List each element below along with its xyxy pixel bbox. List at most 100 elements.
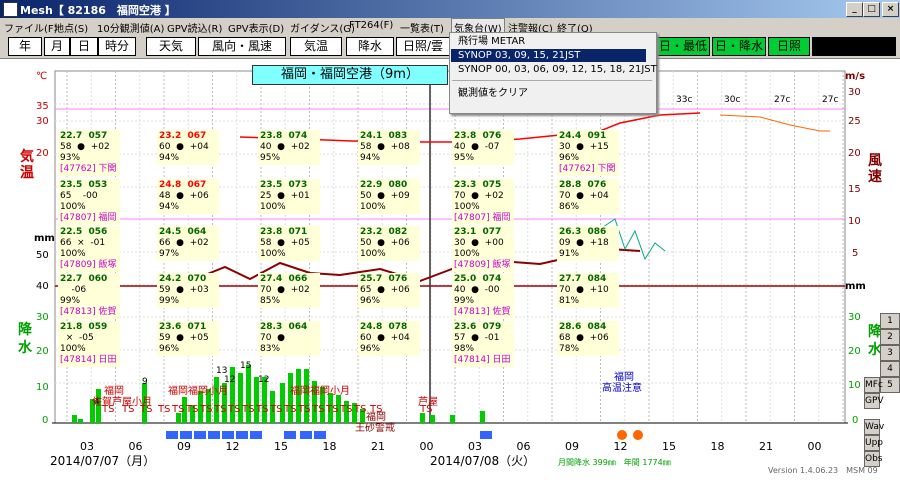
temp-tick: 35 bbox=[36, 101, 49, 112]
warning-place: 福岡福岡小月 bbox=[168, 386, 228, 397]
precip-bar bbox=[90, 399, 95, 423]
daily-precip-button[interactable]: 日・降水 bbox=[712, 37, 766, 56]
precip-bar bbox=[190, 405, 195, 423]
monthly-precip-note: 月間降水 399㎜ 年間 1774㎜ bbox=[558, 458, 671, 467]
side-button-wav[interactable]: Wav bbox=[864, 419, 884, 435]
precip-bar bbox=[328, 393, 333, 423]
station-obs-line: 24.1 083 bbox=[360, 131, 408, 141]
sunshine-button[interactable]: 日照 bbox=[768, 37, 810, 56]
hour-tick-label: 09 bbox=[177, 440, 191, 453]
station-obs-line: 100% bbox=[454, 249, 489, 259]
menu-exit[interactable]: 終了(Q) bbox=[557, 24, 593, 35]
station-obs-line: 25.7 076 bbox=[360, 274, 408, 284]
station-obs-line: 30 ● +00 bbox=[454, 238, 504, 248]
side-button-obs[interactable]: Obs bbox=[864, 451, 883, 467]
precip-bar bbox=[450, 415, 455, 423]
side-button-1[interactable]: 1 bbox=[880, 313, 900, 329]
unit-month-button[interactable]: 月 bbox=[44, 37, 70, 56]
station-obs-line: 100% bbox=[260, 202, 295, 212]
side-button-4[interactable]: 4 bbox=[880, 361, 900, 377]
precip-bar bbox=[420, 413, 425, 423]
station-obs-line: 23.2 067 bbox=[159, 131, 207, 141]
station-obs-line: -06 bbox=[60, 285, 87, 295]
fc-temp: 30c bbox=[724, 95, 741, 105]
dropdown-item-metar[interactable]: 飛行場 METAR bbox=[458, 36, 526, 47]
station-obs-line: 25.0 074 bbox=[454, 274, 502, 284]
station-obs-line: 66 ● +02 bbox=[159, 238, 209, 248]
dropdown-item-clear[interactable]: 観測値をクリア bbox=[458, 88, 528, 99]
menu-file[interactable]: ファイル(F) bbox=[4, 24, 58, 35]
dropdown-item-synop-4[interactable]: SYNOP 03, 09, 15, 21JST bbox=[451, 49, 646, 62]
station-obs-line: 24.5 064 bbox=[159, 227, 207, 237]
station-obs-box: 23.8 076 40 ● -07 95% bbox=[452, 130, 514, 165]
station-obs-line: 23.8 076 bbox=[454, 131, 502, 141]
precipitation-button[interactable]: 降水 bbox=[346, 37, 394, 56]
ts-warning: TS bbox=[186, 404, 199, 415]
precip-bar bbox=[480, 411, 485, 423]
precip-bar bbox=[430, 415, 435, 423]
station-obs-box: 22.5 056 66 × -01 100% [47809] 飯塚 bbox=[58, 226, 120, 272]
station-obs-line: 40 ● +02 bbox=[260, 142, 310, 152]
precip-bar bbox=[270, 391, 275, 423]
ts-warning: TS bbox=[102, 404, 115, 415]
daily-min-button[interactable]: 日・最低 bbox=[656, 37, 710, 56]
temperature-button[interactable]: 気温 bbox=[290, 37, 342, 56]
menu-station[interactable]: 地点(S) bbox=[54, 24, 89, 35]
menu-guidance[interactable]: ガイダンス(G) bbox=[290, 24, 355, 35]
menu-gpv-display[interactable]: GPV表示(D) bbox=[228, 24, 285, 35]
station-obs-line: 27.7 084 bbox=[559, 274, 607, 284]
menu-ft264[interactable]: FT264(F) bbox=[349, 20, 394, 31]
date-label: 2014/07/08（火） bbox=[430, 454, 536, 468]
unit-year-button[interactable]: 年 bbox=[8, 37, 42, 56]
side-button-3[interactable]: 3 bbox=[880, 345, 900, 361]
station-obs-line: 48 ● +06 bbox=[159, 191, 209, 201]
side-button-gpv[interactable]: GPV bbox=[864, 393, 884, 409]
menu-10min-obs[interactable]: 10分観測値(A) bbox=[97, 24, 165, 35]
station-obs-line: 100% bbox=[60, 249, 95, 259]
station-obs-line: 70 ● +04 bbox=[559, 191, 609, 201]
station-obs-box: 28.3 064 70 ● 83% bbox=[258, 321, 320, 356]
ts-warning: TS bbox=[256, 404, 269, 415]
menu-warnings[interactable]: 注警報(C) bbox=[508, 24, 553, 35]
menu-list[interactable]: 一覧表(T) bbox=[400, 24, 444, 35]
close-button[interactable]: × bbox=[882, 2, 899, 17]
station-obs-line: 22.7 057 bbox=[60, 131, 108, 141]
maximize-button[interactable]: □ bbox=[863, 2, 880, 17]
station-obs-line: 60 ● +04 bbox=[159, 142, 209, 152]
side-button-5[interactable]: 5 bbox=[880, 377, 900, 393]
side-button-mfc[interactable]: MFc bbox=[864, 377, 883, 393]
weather-button[interactable]: 天気 bbox=[146, 37, 196, 56]
rain-icon bbox=[284, 431, 296, 439]
right-precip-unit: mm bbox=[845, 281, 866, 292]
station-obs-box: 24.8 067 48 ● +06 94% bbox=[157, 179, 219, 214]
ts-warning: TS bbox=[228, 404, 241, 415]
station-obs-line: 66 × -01 bbox=[60, 238, 106, 248]
fc-temp: 33c bbox=[676, 95, 693, 105]
station-obs-line: 100% bbox=[360, 249, 395, 259]
station-obs-line: 70 ● +10 bbox=[559, 285, 609, 295]
wind-button[interactable]: 風向・風速 bbox=[198, 37, 286, 56]
precip-bar bbox=[262, 377, 267, 423]
station-obs-box: 23.3 075 70 ● +02 100% [47807] 福岡 bbox=[452, 179, 514, 225]
rain-icon bbox=[222, 431, 234, 439]
version-label: Version 1.4.06.23 MSM 09 bbox=[768, 466, 878, 475]
sunshine-cloud-button[interactable]: 日照/雲 bbox=[396, 37, 450, 56]
station-obs-line: 58 ● +05 bbox=[260, 238, 310, 248]
station-obs-box: 22.9 080 50 ● +09 100% bbox=[358, 179, 420, 214]
minimize-button[interactable]: _ bbox=[846, 2, 863, 17]
unit-day-button[interactable]: 日 bbox=[70, 37, 98, 56]
station-obs-line: 65 -00 bbox=[60, 191, 98, 201]
temp-tick: 20 bbox=[36, 148, 49, 159]
unit-hourmin-button[interactable]: 時分 bbox=[98, 37, 136, 56]
forecast-wind-series bbox=[599, 218, 666, 261]
menu-gpv-load[interactable]: GPV読込(R) bbox=[167, 24, 223, 35]
side-button-upp[interactable]: Upp bbox=[864, 435, 883, 451]
station-obs-line: 59 ● +03 bbox=[159, 285, 209, 295]
ts-warning: TS bbox=[340, 404, 353, 415]
wind-tick: 5 bbox=[852, 248, 859, 259]
side-button-2[interactable]: 2 bbox=[880, 329, 900, 345]
meteogram-chart: 福岡・福岡空港（9m） ℃ 気温 mm 降水 35 30 20 50 40 30… bbox=[0, 59, 900, 494]
precip-axis-label-right: 降水 bbox=[868, 324, 882, 358]
temp-axis-label: 気温 bbox=[20, 149, 34, 181]
dropdown-item-synop-8[interactable]: SYNOP 00, 03, 06, 09, 12, 15, 18, 21JST bbox=[458, 64, 657, 75]
